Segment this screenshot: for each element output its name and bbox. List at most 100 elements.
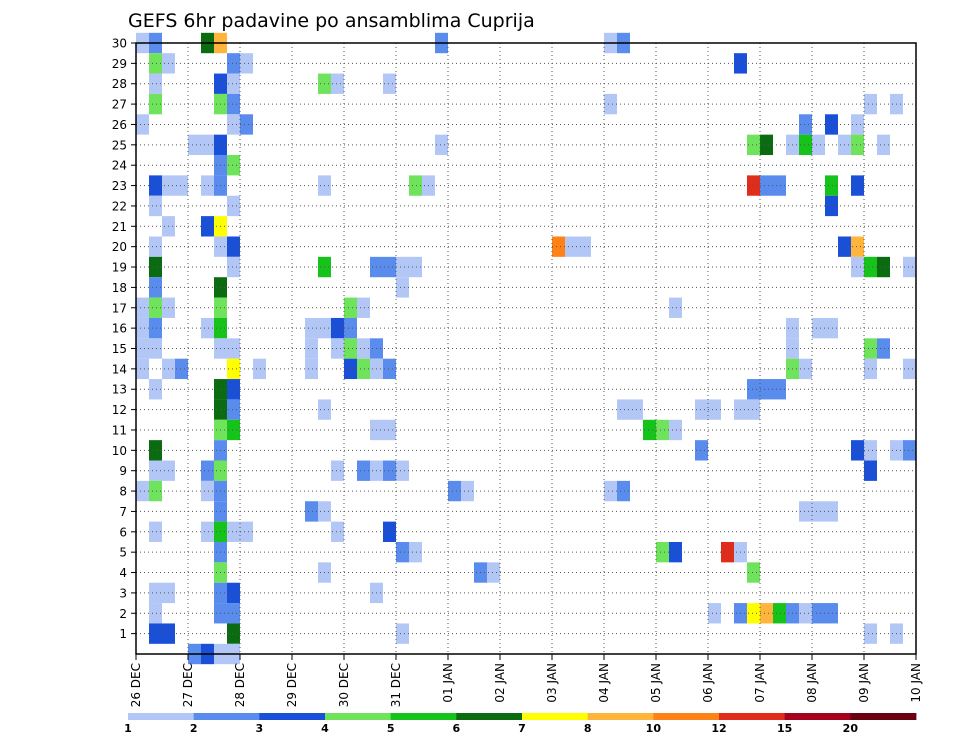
y-tick-label: 26 bbox=[112, 118, 127, 132]
heatmap-cell-67 bbox=[565, 236, 578, 257]
heatmap-cell-47 bbox=[201, 175, 214, 196]
heatmap-cell-187 bbox=[331, 521, 344, 542]
heatmap-cell-82 bbox=[149, 277, 162, 298]
y-tick-label: 29 bbox=[112, 57, 127, 71]
heatmap-cell-30 bbox=[188, 134, 201, 156]
heatmap-cells bbox=[136, 32, 916, 665]
heatmap-cell-186 bbox=[240, 521, 253, 542]
heatmap-cell-155 bbox=[864, 440, 877, 461]
heatmap-cell-53 bbox=[760, 175, 773, 196]
legend-label: 2 bbox=[190, 722, 198, 735]
heatmap-cell-167 bbox=[864, 460, 877, 481]
x-axis: 26 DEC 27 DEC 28 DEC 29 DEC 30 DEC 31 DEC 01 J… bbox=[129, 654, 923, 707]
x-tick-label: 28 DEC bbox=[233, 663, 247, 707]
chart-title: GEFS 6hr padavine po ansamblima Cuprija bbox=[128, 10, 535, 32]
x-tick-label: 26 DEC bbox=[129, 663, 143, 707]
heatmap-cell-102 bbox=[825, 317, 838, 339]
heatmap-cell-20 bbox=[227, 93, 240, 115]
heatmap-cell-158 bbox=[149, 460, 162, 481]
y-tick-label: 5 bbox=[119, 546, 127, 560]
heatmap-cell-153 bbox=[695, 440, 708, 461]
heatmap-cell-133 bbox=[760, 379, 773, 400]
heatmap-cell-27 bbox=[799, 114, 812, 135]
heatmap-cell-209 bbox=[708, 603, 721, 624]
heatmap-cell-99 bbox=[344, 317, 357, 339]
heatmap-cell-148 bbox=[643, 419, 656, 441]
y-tick-label: 10 bbox=[112, 444, 127, 458]
heatmap-cell-103 bbox=[136, 338, 149, 359]
heatmap-cell-131 bbox=[227, 379, 240, 400]
heatmap-cell-26 bbox=[240, 114, 253, 135]
y-tick-label: 22 bbox=[112, 199, 127, 213]
heatmap-cell-194 bbox=[721, 541, 734, 563]
heatmap-cell-165 bbox=[383, 460, 396, 481]
heatmap-cell-172 bbox=[448, 480, 461, 502]
heatmap-cell-182 bbox=[149, 521, 162, 542]
heatmap-cell-218 bbox=[149, 623, 162, 644]
heatmap-cell-127 bbox=[864, 358, 877, 380]
heatmap-cell-190 bbox=[396, 541, 409, 563]
heatmap-cell-77 bbox=[409, 256, 422, 278]
heatmap-cell-192 bbox=[656, 541, 669, 563]
heatmap-cell-24 bbox=[136, 114, 149, 135]
heatmap-cell-63 bbox=[149, 236, 162, 257]
heatmap-cell-66 bbox=[552, 236, 565, 257]
legend-swatch-3 bbox=[259, 713, 326, 720]
heatmap-cell-180 bbox=[812, 501, 825, 522]
heatmap-cell-143 bbox=[747, 399, 760, 420]
heatmap-cell-21 bbox=[604, 93, 617, 115]
heatmap-cell-126 bbox=[799, 358, 812, 380]
heatmap-cell-200 bbox=[747, 562, 760, 583]
heatmap-cell-183 bbox=[201, 521, 214, 542]
y-tick-label: 6 bbox=[119, 525, 127, 539]
heatmap-cell-128 bbox=[903, 358, 916, 380]
heatmap-cell-110 bbox=[357, 338, 370, 359]
legend-swatch-11 bbox=[784, 713, 851, 720]
x-tick-label: 08 JAN bbox=[805, 663, 819, 703]
heatmap-cell-46 bbox=[175, 175, 188, 196]
legend-label: 5 bbox=[387, 722, 395, 735]
legend-swatch-5 bbox=[390, 713, 457, 720]
heatmap-cell-22 bbox=[864, 93, 877, 115]
heatmap-cell-31 bbox=[201, 134, 214, 156]
heatmap-cell-217 bbox=[825, 603, 838, 624]
heatmap-cell-57 bbox=[149, 195, 162, 217]
heatmap-cell-181 bbox=[825, 501, 838, 522]
heatmap-cell-109 bbox=[344, 338, 357, 359]
heatmap-cell-162 bbox=[331, 460, 344, 481]
y-tick-label: 20 bbox=[112, 240, 127, 254]
legend-swatch-1 bbox=[128, 713, 195, 720]
heatmap-cell-140 bbox=[695, 399, 708, 420]
heatmap-cell-169 bbox=[149, 480, 162, 502]
x-tick-label: 01 JAN bbox=[441, 663, 455, 703]
heatmap-cell-28 bbox=[825, 114, 838, 135]
y-tick-label: 9 bbox=[119, 464, 127, 478]
heatmap-cell-70 bbox=[851, 236, 864, 257]
heatmap-cell-149 bbox=[656, 419, 669, 441]
heatmap-cell-43 bbox=[227, 155, 240, 176]
heatmap-cell-96 bbox=[305, 317, 318, 339]
heatmap-cell-157 bbox=[903, 440, 916, 461]
heatmap-cell-41 bbox=[877, 134, 890, 156]
heatmap-cell-61 bbox=[201, 216, 214, 237]
heatmap-cell-72 bbox=[227, 256, 240, 278]
y-tick-label: 21 bbox=[112, 220, 127, 234]
y-tick-label: 7 bbox=[119, 505, 127, 519]
heatmap-cell-173 bbox=[461, 480, 474, 502]
heatmap-cell-120 bbox=[305, 358, 318, 380]
heatmap-cell-170 bbox=[201, 480, 214, 502]
y-axis: 1234567891011121314151617181920212223242… bbox=[112, 37, 136, 641]
heatmap-cell-160 bbox=[201, 460, 214, 481]
heatmap-cell-56 bbox=[851, 175, 864, 196]
heatmap-cell-163 bbox=[357, 460, 370, 481]
y-tick-label: 27 bbox=[112, 98, 127, 112]
heatmap-cell-114 bbox=[877, 338, 890, 359]
heatmap-cell-188 bbox=[383, 521, 396, 542]
x-tick-label: 05 JAN bbox=[649, 663, 663, 703]
heatmap-cell-55 bbox=[825, 175, 838, 196]
heatmap-cell-179 bbox=[799, 501, 812, 522]
heatmap-cell-16 bbox=[331, 73, 344, 94]
x-tick-label: 03 JAN bbox=[545, 663, 559, 703]
heatmap-cell-216 bbox=[812, 603, 825, 624]
heatmap-cell-191 bbox=[409, 541, 422, 563]
